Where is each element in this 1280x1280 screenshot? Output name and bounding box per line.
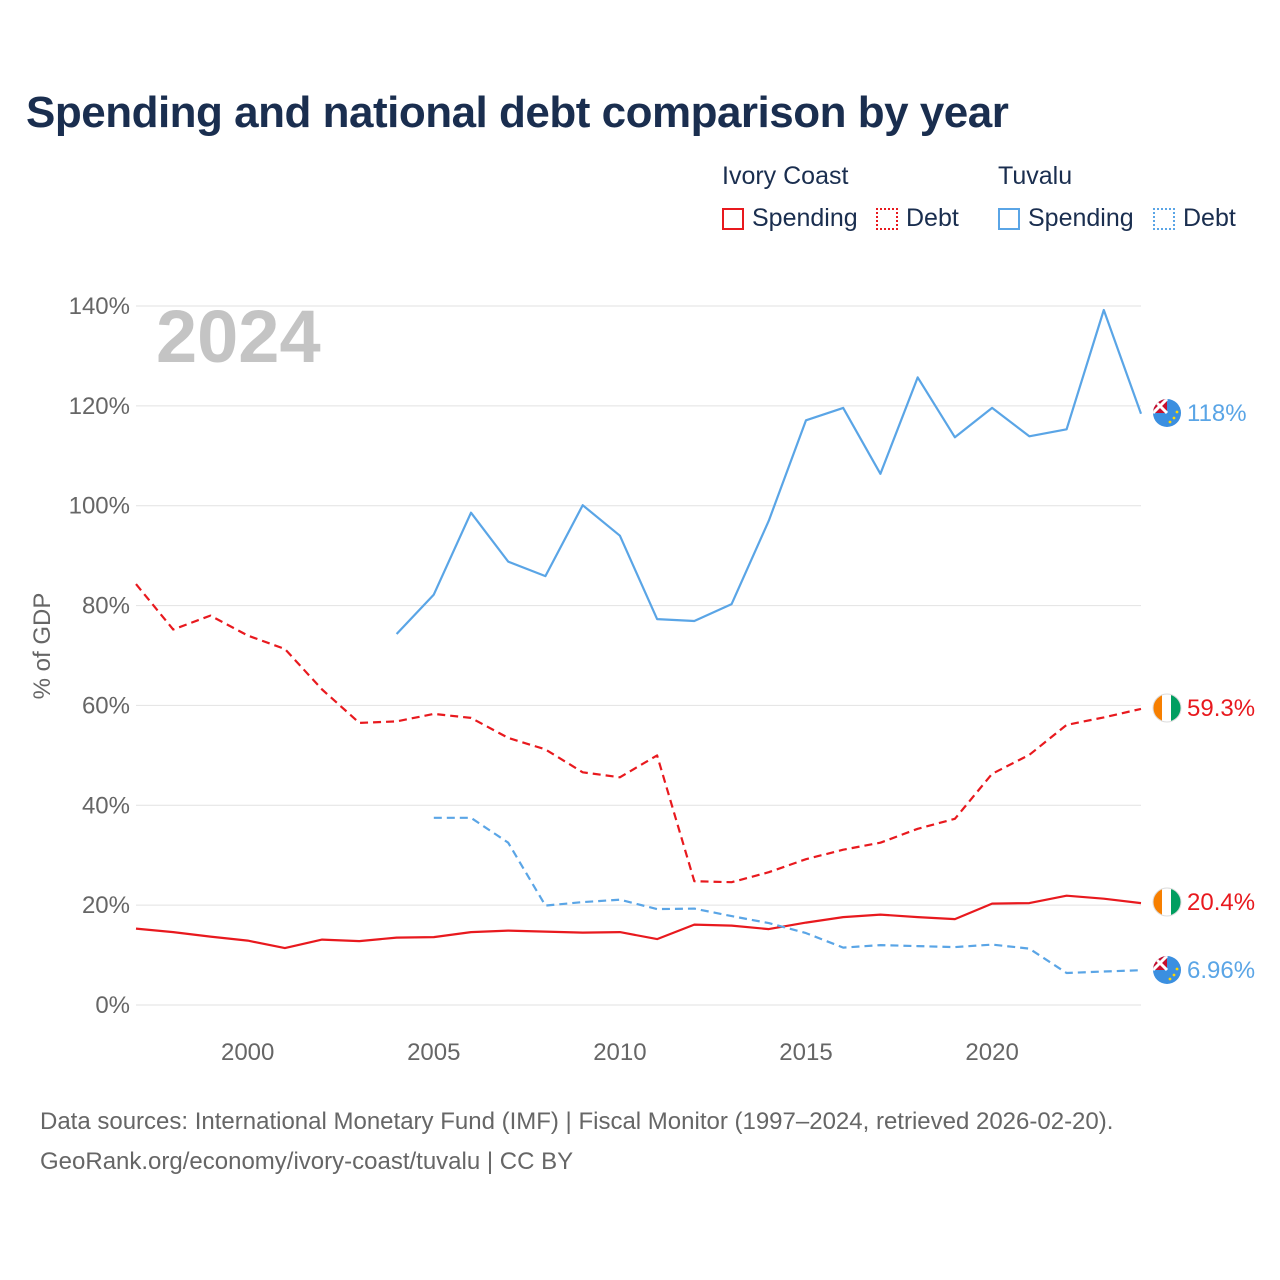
ivory-coast-flag-icon xyxy=(1152,887,1182,917)
legend-label-ivory-coast-spending: Spending xyxy=(752,204,858,232)
legend-swatch-solid-red xyxy=(722,207,744,230)
y-tick-label: 60% xyxy=(82,692,130,719)
y-tick-label: 80% xyxy=(82,593,130,620)
year-watermark: 2024 xyxy=(156,295,321,378)
legend-group-tuvalu: Tuvalu xyxy=(998,162,1073,190)
end-label-ivory-coast-debt: 59.3% xyxy=(1187,695,1255,722)
legend-label-ivory-coast-debt: Debt xyxy=(906,204,959,232)
legend-swatch-solid-blue xyxy=(998,207,1020,230)
legend-swatch-dotted-red xyxy=(876,207,898,230)
x-tick-label: 2020 xyxy=(965,1039,1018,1066)
x-tick-label: 2010 xyxy=(593,1039,646,1066)
series-line-ivory-coast-debt[interactable] xyxy=(135,583,1142,884)
y-axis-label: % of GDP xyxy=(29,593,56,700)
legend-item-ivory-coast-debt[interactable]: Debt xyxy=(876,204,959,233)
y-tick-label: 140% xyxy=(69,293,130,320)
source-link-line[interactable]: GeoRank.org/economy/ivory-coast/tuvalu |… xyxy=(40,1148,574,1175)
chart-title: Spending and national debt comparison by… xyxy=(26,88,1009,137)
legend-label-tuvalu-spending: Spending xyxy=(1028,204,1134,232)
legend-item-ivory-coast-spending[interactable]: Spending xyxy=(722,204,858,233)
tuvalu-flag-icon xyxy=(1153,956,1181,984)
source-line: Data sources: International Monetary Fun… xyxy=(40,1108,1114,1135)
legend-item-tuvalu-debt[interactable]: Debt xyxy=(1153,204,1236,233)
legend-group-ivory-coast: Ivory Coast xyxy=(722,162,849,190)
x-tick-label: 2000 xyxy=(221,1039,274,1066)
end-label-tuvalu-spending: 118% xyxy=(1187,400,1247,427)
end-label-tuvalu-debt: 6.96% xyxy=(1187,957,1255,984)
legend-label-tuvalu-debt: Debt xyxy=(1183,204,1236,232)
ivory-coast-flag-icon xyxy=(1152,693,1182,723)
series-line-tuvalu-spending[interactable] xyxy=(395,308,1143,635)
y-tick-label: 20% xyxy=(82,892,130,919)
legend-item-tuvalu-spending[interactable]: Spending xyxy=(998,204,1134,233)
y-tick-label: 100% xyxy=(69,493,130,520)
y-tick-label: 120% xyxy=(69,393,130,420)
end-label-ivory-coast-spending: 20.4% xyxy=(1187,889,1255,916)
series-line-tuvalu-debt[interactable] xyxy=(433,816,1142,975)
y-tick-label: 0% xyxy=(95,992,130,1019)
tuvalu-flag-icon xyxy=(1153,399,1181,427)
series-line-ivory-coast-spending[interactable] xyxy=(135,894,1142,950)
x-tick-label: 2005 xyxy=(407,1039,460,1066)
y-tick-label: 40% xyxy=(82,792,130,819)
legend-swatch-dotted-blue xyxy=(1153,207,1175,230)
x-tick-label: 2015 xyxy=(779,1039,832,1066)
